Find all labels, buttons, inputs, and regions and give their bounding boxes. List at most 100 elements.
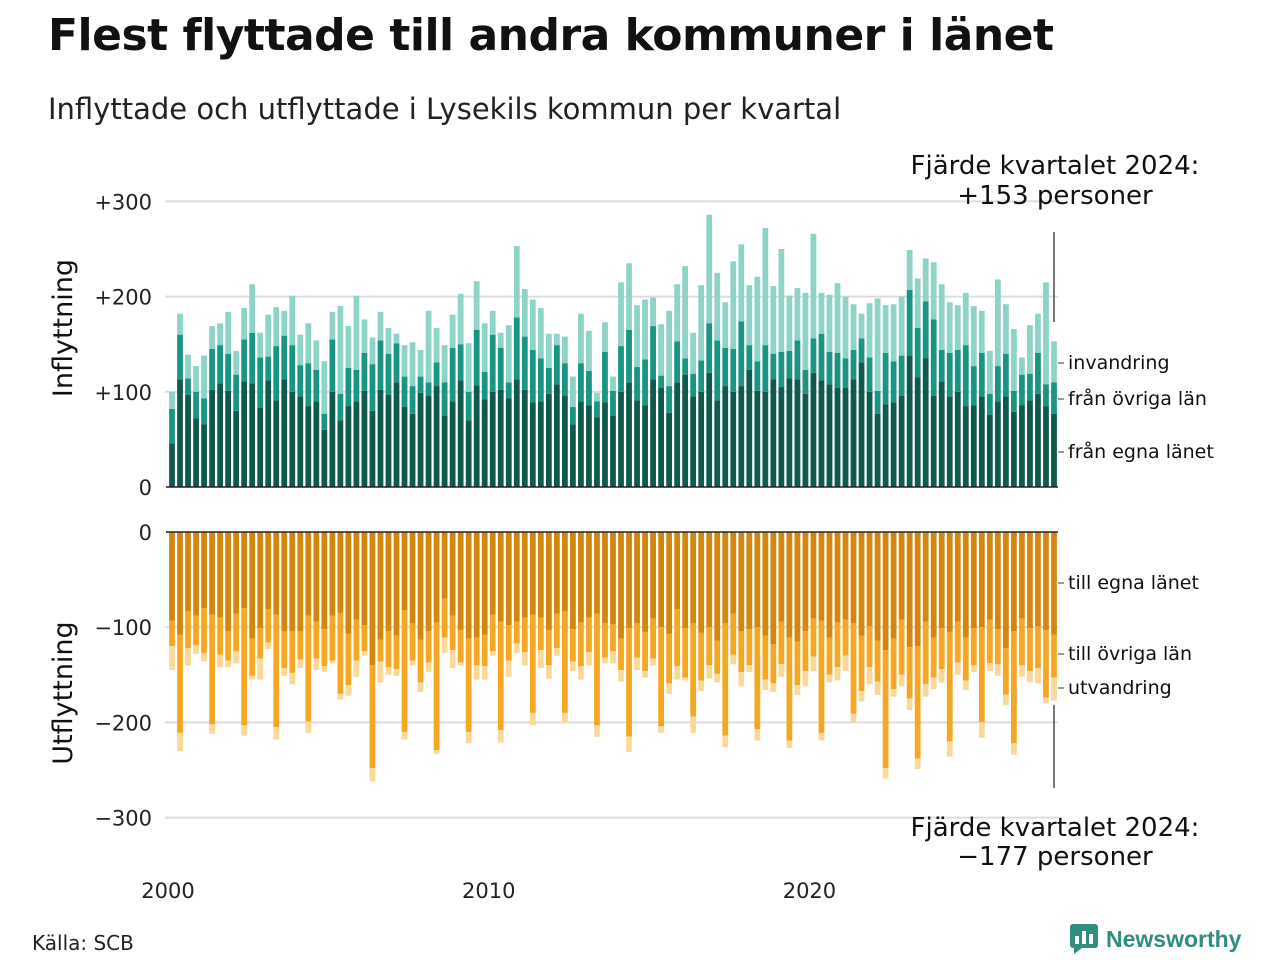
bar-out-2-18 [313,658,320,671]
bar-in-2-75 [770,286,777,354]
bar-in-2-21 [337,306,344,394]
bar-in-2-56 [618,282,624,347]
bar-out-0-23 [353,532,360,620]
bar-out-2-79 [802,670,809,687]
bar-in-1-76 [778,351,785,388]
bar-in-0-94 [922,358,929,487]
bar-out-1-82 [826,637,833,675]
bar-out-2-2 [185,648,191,666]
bar-in-1-85 [850,349,857,380]
bar-in-1-53 [594,401,600,418]
bar-out-2-43 [513,643,520,653]
bar-in-2-16 [297,334,304,366]
bar-out-0-94 [922,532,929,622]
bar-out-2-12 [265,642,272,650]
bar-out-2-87 [866,667,873,685]
bar-out-1-24 [361,625,368,651]
bar-in-1-23 [353,369,360,402]
bar-out-1-62 [666,633,673,684]
bar-out-0-84 [842,532,849,620]
bar-in-1-99 [962,345,969,407]
bar-out-2-73 [754,729,761,741]
bar-in-0-86 [858,362,865,487]
bar-in-0-33 [433,386,440,487]
bar-out-0-37 [465,532,472,639]
bar-in-2-72 [746,285,753,346]
bar-in-2-103 [994,279,1001,367]
bar-out-1-109 [1043,630,1049,698]
bar-out-0-73 [754,532,761,628]
bar-in-2-92 [906,249,913,290]
series-label-in-0: från egna länet [1068,440,1214,463]
bar-out-2-7 [225,660,232,668]
bar-out-0-35 [449,532,456,616]
bar-in-2-110 [1051,341,1057,383]
bar-out-2-15 [289,672,296,685]
bar-out-1-53 [594,613,600,726]
bar-out-0-8 [233,532,240,614]
bar-in-2-34 [441,345,448,383]
bar-out-2-103 [994,664,1001,676]
bar-in-0-40 [489,391,496,487]
bar-out-0-41 [497,532,504,622]
bar-in-1-10 [249,332,256,384]
bar-in-0-36 [457,380,464,487]
bar-in-1-110 [1051,382,1057,414]
bar-in-1-104 [1003,353,1009,397]
bar-out-2-110 [1051,677,1057,701]
bar-in-0-108 [1035,393,1041,487]
bar-out-2-70 [730,654,737,665]
bar-in-2-84 [842,296,849,359]
bar-in-1-51 [578,363,584,402]
bar-out-0-64 [682,532,689,629]
bar-out-2-65 [690,716,697,733]
bar-in-1-107 [1027,373,1033,401]
bar-in-0-52 [586,405,592,487]
bar-in-1-37 [465,391,472,421]
bar-out-1-94 [922,621,929,685]
bar-out-0-108 [1035,532,1041,627]
bar-in-1-15 [289,345,296,392]
xtick-2020: 2020 [783,879,836,903]
bar-out-1-72 [746,629,753,666]
bar-in-2-71 [738,244,745,322]
bar-out-0-59 [642,532,648,632]
bar-out-2-57 [626,736,632,752]
bar-in-2-64 [682,266,689,359]
bar-out-1-58 [634,623,640,658]
bar-in-2-78 [794,288,801,341]
bar-out-1-66 [698,632,705,681]
bar-in-2-19 [321,361,328,414]
bar-out-0-40 [489,532,496,615]
bar-out-0-48 [553,532,560,614]
series-label-out-2: utvandring [1068,677,1172,699]
bar-in-1-52 [586,370,592,406]
bar-out-1-26 [377,639,384,662]
bar-in-0-11 [257,407,264,487]
ytick-in-0: 0 [139,476,152,500]
bar-out-0-63 [674,532,681,610]
bar-out-2-56 [618,670,624,682]
bar-out-0-11 [257,532,264,629]
bar-in-1-45 [529,349,536,403]
bar-in-0-6 [217,383,223,487]
bar-out-0-72 [746,532,753,630]
bar-out-0-88 [874,532,881,641]
bar-out-2-28 [393,669,400,676]
bar-out-0-57 [626,532,632,629]
bar-in-2-91 [898,296,905,356]
bar-out-1-46 [537,617,544,651]
bar-in-0-47 [545,393,552,487]
bar-out-2-9 [241,725,248,736]
bar-in-2-50 [570,376,576,408]
bar-in-0-45 [529,402,536,487]
ytick-out-200: −200 [94,711,152,735]
bar-out-2-62 [666,683,673,694]
bar-out-0-19 [321,532,328,630]
bar-in-2-27 [385,328,392,354]
bar-in-1-42 [505,382,512,399]
bar-out-2-51 [578,666,584,680]
bar-out-0-69 [722,532,729,624]
bar-out-0-93 [914,532,921,647]
bar-out-0-1 [177,532,183,635]
